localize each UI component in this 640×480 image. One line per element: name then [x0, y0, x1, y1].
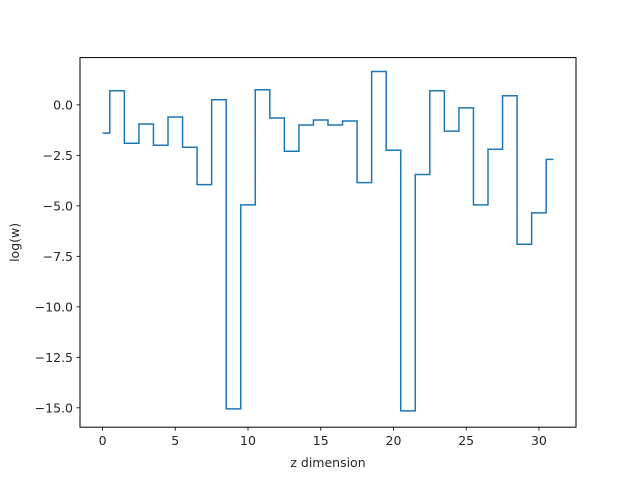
x-tick-label: 5: [171, 433, 179, 448]
axes-frame: [79, 57, 577, 428]
y-tick-label: 0.0: [53, 97, 73, 112]
y-tick-label: −10.0: [35, 299, 73, 314]
x-tick-label: 15: [313, 433, 329, 448]
x-axis: 0 5 10 15 20 25 30: [99, 427, 547, 448]
y-tick-label: −12.5: [35, 350, 73, 365]
x-tick-label: 0: [99, 433, 107, 448]
y-axis: 0.0 −2.5 −5.0 −7.5 −10.0 −12.5 −15.0: [35, 97, 80, 415]
x-tick-label: 25: [458, 433, 474, 448]
y-tick-label: −5.0: [43, 198, 73, 213]
x-tick-label: 10: [240, 433, 256, 448]
y-tick-label: −7.5: [43, 249, 73, 264]
y-tick-label: −15.0: [35, 400, 73, 415]
y-axis-label: log(w): [7, 223, 22, 262]
x-tick-label: 30: [531, 433, 547, 448]
x-axis-label: z dimension: [290, 455, 365, 470]
x-tick-label: 20: [386, 433, 402, 448]
series-line: [102, 70, 554, 412]
y-tick-label: −2.5: [43, 148, 73, 163]
plot-area: [102, 70, 554, 412]
